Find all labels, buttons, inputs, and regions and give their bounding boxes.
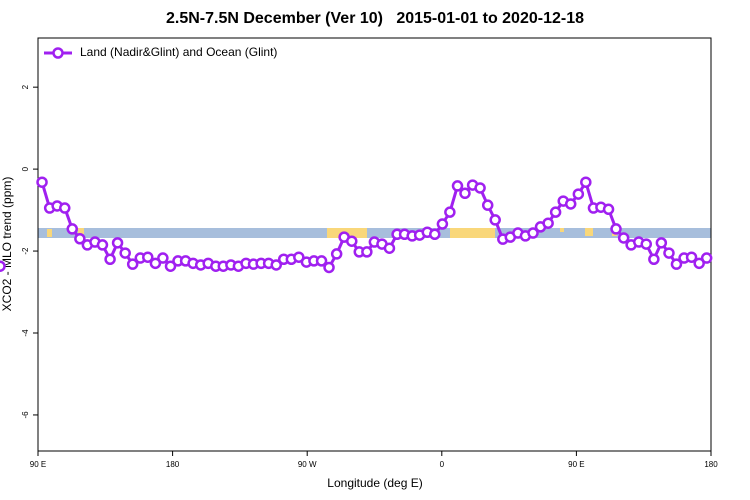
land-patch <box>560 228 564 232</box>
x-tick-label: 180 <box>166 460 180 469</box>
point <box>444 206 456 218</box>
land-patch <box>585 228 593 236</box>
legend-marker <box>52 47 64 59</box>
x-tick-label: 0 <box>440 460 445 469</box>
y-tick-label: -4 <box>21 329 30 337</box>
point <box>315 255 328 267</box>
point <box>564 198 577 210</box>
point <box>610 223 622 235</box>
land-patch <box>78 228 84 234</box>
point <box>527 227 539 239</box>
point <box>119 247 131 259</box>
point <box>459 187 471 200</box>
point <box>481 199 494 211</box>
point <box>157 252 169 264</box>
point <box>617 232 630 244</box>
point <box>489 214 501 226</box>
legend-label: Land (Nadir&Glint) and Ocean (Glint) <box>80 45 277 59</box>
y-tick-label: 2 <box>21 84 30 89</box>
point <box>383 242 396 254</box>
point <box>685 251 698 263</box>
point <box>640 238 652 250</box>
point <box>323 261 335 274</box>
point <box>293 251 305 263</box>
point <box>602 203 615 216</box>
point <box>346 235 358 247</box>
point <box>59 202 71 214</box>
land-patch <box>47 229 52 237</box>
point <box>111 237 124 249</box>
point <box>663 247 675 259</box>
point <box>549 206 562 218</box>
point <box>655 237 668 249</box>
point <box>451 180 464 192</box>
y-tick-label: -6 <box>21 411 30 419</box>
point <box>436 218 449 230</box>
x-tick-label: 90 E <box>568 460 584 469</box>
point <box>330 248 343 260</box>
y-tick-label: 0 <box>21 166 30 171</box>
x-tick-label: 90 E <box>30 460 46 469</box>
point <box>149 257 162 270</box>
point <box>580 176 592 188</box>
point <box>361 246 373 258</box>
point <box>126 258 139 270</box>
point <box>104 253 116 265</box>
point <box>474 182 486 194</box>
x-tick-label: 180 <box>704 460 718 469</box>
point <box>429 228 441 241</box>
point <box>0 260 6 272</box>
point <box>270 259 282 271</box>
point <box>693 257 705 270</box>
point <box>96 239 109 251</box>
land-patch <box>450 228 495 238</box>
point <box>542 217 554 229</box>
point <box>164 260 177 272</box>
chart-title: 2.5N-7.5N December (Ver 10) 2015-01-01 t… <box>166 10 584 27</box>
point <box>648 253 660 265</box>
point <box>670 258 683 270</box>
ocean-band <box>38 228 711 238</box>
x-axis-label: Longitude (deg E) <box>327 476 422 490</box>
point <box>700 252 713 264</box>
point <box>142 251 154 263</box>
plot-frame <box>37 37 712 452</box>
y-axis-label: XCO2 - MLO trend (ppm) <box>0 177 14 312</box>
point <box>36 176 48 188</box>
y-tick-label: -2 <box>21 247 30 255</box>
point <box>66 223 78 235</box>
point <box>74 233 86 245</box>
point <box>572 188 585 200</box>
x-tick-label: 90 W <box>298 460 317 469</box>
